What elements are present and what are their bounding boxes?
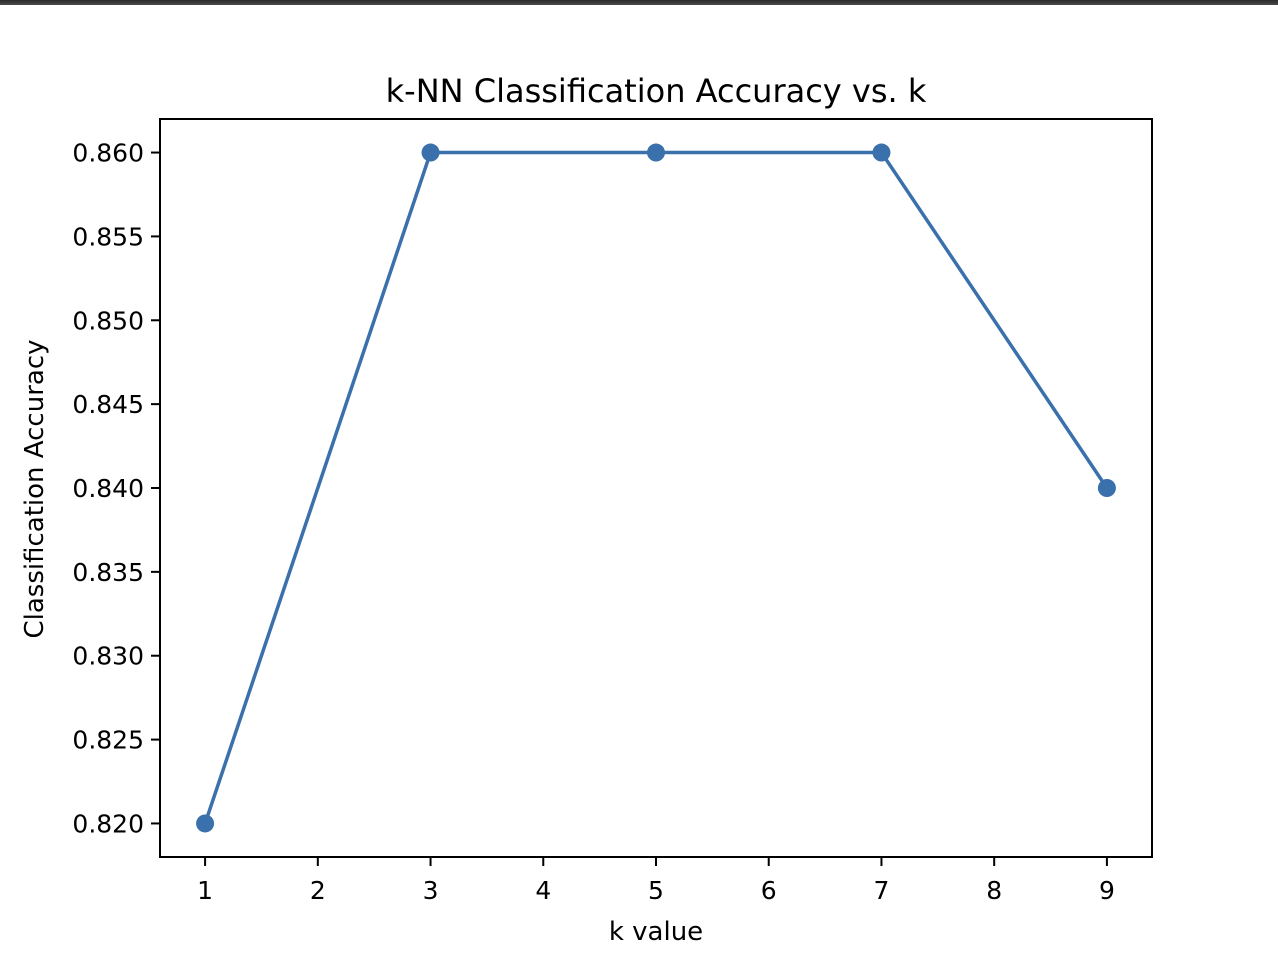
data-point — [196, 814, 215, 833]
y-tick-label: 0.820 — [72, 809, 144, 838]
x-tick-label: 9 — [1099, 876, 1115, 905]
y-tick-label: 0.840 — [72, 474, 144, 503]
data-point — [647, 143, 665, 162]
y-tick-label: 0.825 — [72, 726, 144, 755]
x-axis: 1 2 3 4 5 6 7 8 9 — [197, 857, 1115, 905]
y-tick-label: 0.860 — [72, 139, 144, 168]
x-tick-label: 4 — [535, 876, 551, 905]
y-tick-label: 0.855 — [72, 222, 144, 251]
x-tick-label: 2 — [310, 876, 326, 905]
series-line — [203, 150, 1109, 825]
data-point — [1097, 479, 1116, 497]
y-tick-label: 0.845 — [72, 390, 144, 419]
window-top-bar — [0, 0, 1278, 5]
x-tick-label: 5 — [648, 876, 664, 905]
x-tick-label: 3 — [423, 876, 439, 905]
y-tick-label: 0.830 — [72, 642, 144, 671]
plot-area — [196, 143, 1116, 833]
x-tick-label: 7 — [874, 876, 890, 905]
chart-title: k-NN Classification Accuracy vs. k — [386, 72, 927, 110]
y-axis: 0.820 0.825 0.830 0.835 0.840 0.845 0.850 0.855… — [72, 139, 160, 838]
y-tick-label: 0.835 — [72, 558, 144, 587]
x-axis-label: k value — [609, 917, 703, 947]
data-point — [421, 143, 440, 162]
x-tick-label: 6 — [761, 876, 777, 905]
x-tick-label: 8 — [986, 876, 1002, 905]
data-point — [872, 143, 891, 162]
y-axis-label: Classification Accuracy — [20, 340, 50, 639]
plot-frame — [159, 118, 1153, 858]
x-tick-label: 1 — [197, 876, 213, 905]
y-tick-label: 0.850 — [72, 306, 144, 335]
